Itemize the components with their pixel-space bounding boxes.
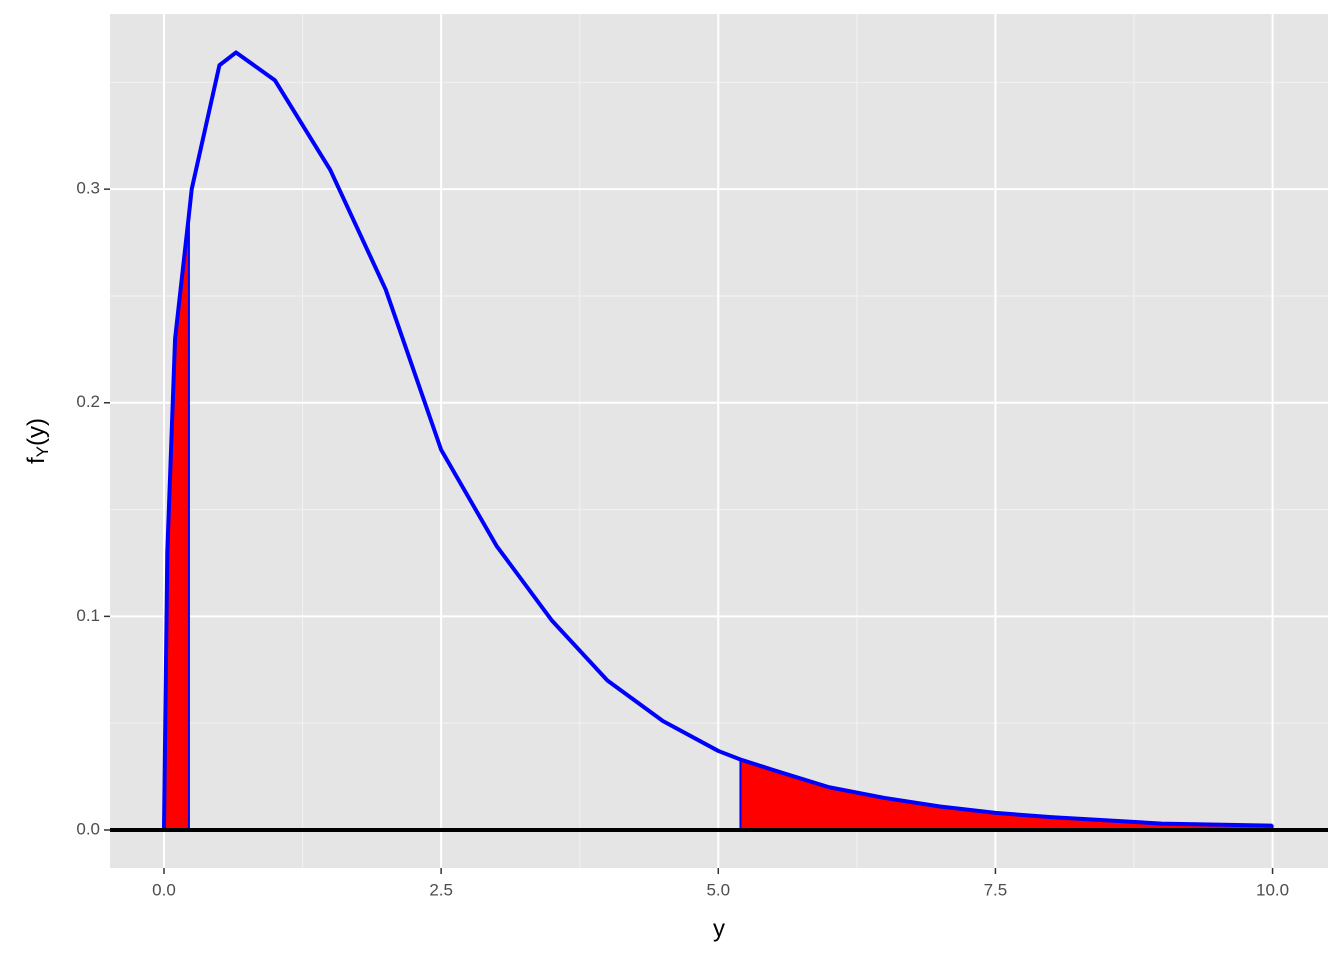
y-tick-label: 0.3 (76, 179, 100, 198)
y-title-main: f (23, 457, 50, 464)
x-tick-label: 0.0 (152, 880, 176, 899)
y-title-rest: (y) (23, 418, 50, 446)
density-line (161, 50, 1273, 831)
y-tick-label: 0.1 (76, 606, 100, 625)
x-tick-label: 7.5 (984, 880, 1008, 899)
x-tick-label: 10.0 (1256, 880, 1289, 899)
marks (161, 50, 1274, 831)
y-tick-label: 0.0 (76, 819, 100, 838)
y-axis-title: fY(y) (23, 418, 52, 464)
x-tick-label: 2.5 (429, 880, 453, 899)
x-tick-label: 5.0 (706, 880, 730, 899)
y-title-sub: Y (33, 446, 52, 457)
y-tick-label: 0.2 (76, 392, 100, 411)
x-axis-title: y (713, 915, 725, 942)
